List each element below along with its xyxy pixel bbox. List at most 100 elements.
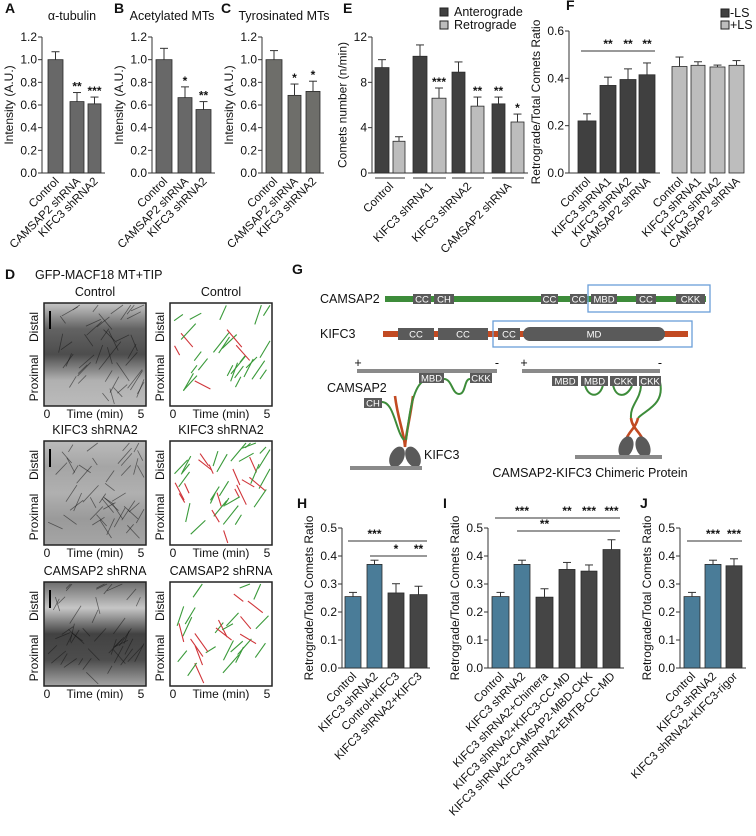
model-mbd-domain: [419, 373, 444, 383]
bar: [287, 94, 302, 174]
legend-swatch: [720, 20, 730, 30]
anterograde-trace: [218, 480, 230, 497]
comet-track: [51, 650, 67, 664]
comet-track: [93, 628, 107, 642]
time-axis-label: Time (min): [193, 407, 250, 421]
distal-label: Distal: [153, 591, 167, 621]
comet-track: [113, 387, 123, 398]
bar: [344, 596, 362, 669]
kymograph-title: CAMSAP2 shRNA: [170, 564, 273, 578]
panel-letter: F: [566, 0, 575, 13]
comet-track: [109, 388, 115, 405]
microtubule: [575, 455, 662, 459]
comet-track: [127, 525, 140, 539]
bar: [683, 596, 701, 669]
y-tick-label: 0.2: [130, 143, 147, 157]
anterograde-trace: [180, 463, 191, 475]
significance-stars: **: [414, 542, 424, 556]
legend-label: Anterograde: [454, 5, 523, 19]
comet-track: [114, 638, 123, 647]
retrograde-trace: [178, 493, 186, 503]
kifc3-motor-domain: [523, 327, 665, 341]
comet-track: [73, 492, 82, 512]
chimera-caption: CAMSAP2-KIFC3 Chimeric Protein: [492, 466, 687, 480]
panel-letter: G: [292, 261, 303, 277]
kymograph-trace: [169, 302, 273, 407]
comet-track: [98, 313, 113, 330]
anterograde-trace: [224, 496, 241, 506]
y-tick-label: 0.1: [320, 633, 337, 647]
comet-track: [76, 465, 92, 484]
comet-track: [111, 492, 126, 502]
retrograde-trace: [194, 645, 204, 666]
y-tick-label: 0.4: [130, 121, 147, 135]
y-axis-label: Intensity (A.U.): [112, 65, 126, 144]
comet-track: [127, 645, 144, 663]
chart-title: Tyrosinated MTs: [238, 9, 329, 23]
camsap2-domain-domain: [636, 294, 656, 304]
bar: [155, 59, 173, 174]
anterograde-trace: [245, 356, 258, 369]
y-tick-label: 0: [360, 166, 367, 180]
bar: [491, 596, 510, 669]
comet-track: [109, 376, 120, 393]
bar: [491, 103, 506, 174]
camsap2-domain-label: CC: [572, 295, 586, 306]
anterograde-trace: [222, 505, 239, 525]
anterograde-trace: [173, 313, 184, 322]
chart-E: [368, 7, 528, 179]
comet-track: [106, 518, 115, 536]
anterograde-trace: [234, 365, 244, 379]
comet-track: [113, 617, 126, 635]
comet-track: [134, 643, 145, 663]
retrograde-trace: [217, 619, 228, 638]
bar: [510, 121, 525, 174]
y-tick-label: 0.0: [320, 661, 337, 675]
comet-track: [92, 516, 105, 526]
time-start-label: 0: [170, 687, 177, 701]
chart-J: [676, 527, 746, 669]
camsap2-domain-domain: [591, 294, 617, 304]
anterograde-trace: [193, 351, 202, 362]
panel-letter: A: [5, 0, 15, 16]
comet-track: [96, 514, 107, 527]
comet-track: [69, 499, 84, 511]
comet-track: [108, 330, 119, 351]
anterograde-trace: [209, 486, 220, 501]
camsap2-domain-domain: [413, 294, 431, 304]
proximal-label: Proximal: [27, 494, 41, 541]
anterograde-trace: [192, 583, 203, 598]
anterograde-trace: [182, 373, 194, 392]
chart-C: [258, 36, 324, 174]
panel-letter: J: [640, 495, 648, 511]
camsap2-domain-label: CH: [437, 295, 451, 306]
anterograde-trace: [234, 376, 242, 388]
anterograde-trace: [221, 623, 234, 631]
anterograde-trace: [216, 453, 228, 473]
significance-stars: *: [515, 101, 520, 115]
bar: [704, 564, 722, 669]
significance-stars: **: [72, 80, 82, 94]
chimera-domain-domain: [610, 376, 637, 386]
retrograde-trace: [216, 492, 222, 507]
anterograde-trace: [239, 583, 251, 589]
category-label: Control: [361, 181, 396, 216]
anterograde-trace: [185, 503, 191, 523]
y-tick-label: 0.5: [658, 521, 675, 535]
y-axis-label: Retrograde/Total Comets Ratio: [640, 515, 654, 680]
anterograde-trace: [226, 612, 239, 627]
anterograde-trace: [251, 360, 266, 380]
time-axis-label: Time (min): [193, 546, 250, 560]
chart-title: α-tubulin: [48, 9, 96, 23]
retrograde-trace: [223, 530, 229, 544]
bar: [671, 66, 688, 174]
kymograph-image: [43, 302, 147, 407]
kymograph-image: [43, 581, 147, 687]
model-kifc3-label: KIFC3: [424, 448, 459, 462]
kymograph-image: [43, 440, 147, 546]
retrograde-trace: [198, 459, 212, 471]
panel-letter: E: [343, 0, 352, 16]
model-ckk-label: CKK: [471, 374, 491, 385]
panel-letter: B: [114, 0, 124, 16]
comet-track: [98, 360, 107, 370]
